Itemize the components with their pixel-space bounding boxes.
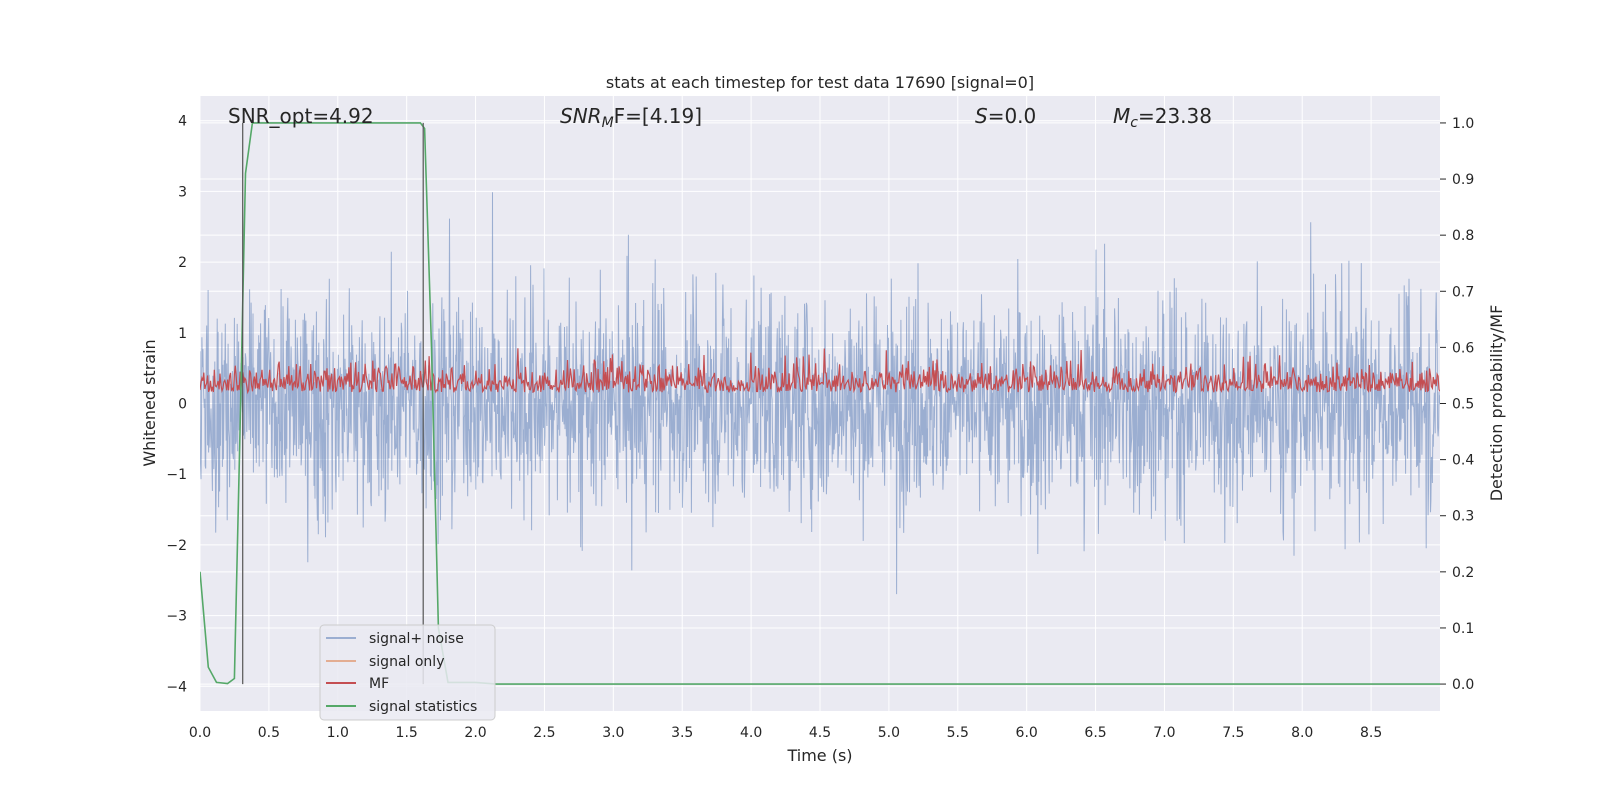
x-tick-label: 1.5 bbox=[396, 725, 418, 741]
legend-label-mf: MF bbox=[369, 676, 389, 692]
annotation-mc-rest: =23.38 bbox=[1138, 104, 1212, 128]
annotation-snr-mf-sub: M bbox=[602, 115, 614, 131]
y2-tick-label: 0.0 bbox=[1452, 677, 1474, 693]
x-tick-label: 7.5 bbox=[1222, 725, 1244, 741]
y2-axis-label: Detection probability/MF bbox=[1487, 305, 1506, 502]
x-tick-label: 4.0 bbox=[740, 725, 762, 741]
annotation-snr-opt: SNR_opt=4.92 bbox=[228, 104, 374, 128]
legend-box bbox=[319, 624, 496, 721]
x-tick-label: 6.5 bbox=[1084, 725, 1106, 741]
x-tick-label: 3.5 bbox=[671, 725, 693, 741]
annotation-snr-mf-main: SNR bbox=[560, 104, 602, 128]
annotation-s: S=0.0 bbox=[975, 104, 1036, 128]
annotation-snr-mf: SNRMF=[4.19] bbox=[560, 104, 702, 131]
x-axis-label: Time (s) bbox=[786, 746, 852, 765]
x-tick-label: 6.0 bbox=[1016, 725, 1038, 741]
annotation-mc-var: M bbox=[1113, 104, 1130, 128]
y2-tick-label: 0.1 bbox=[1452, 621, 1474, 637]
y2-tick-label: 0.2 bbox=[1452, 565, 1474, 581]
x-tick-label: 5.5 bbox=[947, 725, 969, 741]
x-tick-label: 0.5 bbox=[258, 725, 280, 741]
y-tick-label: 0 bbox=[178, 397, 187, 413]
annotation-s-rest: =0.0 bbox=[988, 104, 1037, 128]
y-tick-labels: 4 3 2 1 0 −1 −2 −3 −4 bbox=[166, 114, 187, 696]
y-tick-label: −2 bbox=[166, 538, 187, 554]
chart-title: stats at each timestep for test data 176… bbox=[606, 73, 1034, 92]
x-tick-label: 0.0 bbox=[189, 725, 211, 741]
x-tick-label: 7.0 bbox=[1153, 725, 1175, 741]
legend: signal+ noise signal only MF signal stat… bbox=[319, 624, 496, 721]
series-signal-statistics bbox=[200, 122, 1440, 685]
vertical-markers bbox=[242, 122, 424, 685]
y2-tick-label: 0.3 bbox=[1452, 509, 1474, 525]
y2-tick-label: 0.7 bbox=[1452, 284, 1474, 300]
y2-tick-label: 0.5 bbox=[1452, 397, 1474, 413]
series-signal-noise bbox=[200, 192, 1440, 595]
annotation-mc: Mc=23.38 bbox=[1113, 104, 1212, 131]
y2-tick-labels: 1.0 0.9 0.8 0.7 0.6 0.5 0.4 0.3 0.2 0.1 0.0 bbox=[1440, 116, 1474, 693]
annotation-mc-sub: c bbox=[1130, 115, 1138, 131]
y2-tick-label: 0.9 bbox=[1452, 172, 1474, 188]
y-tick-label: 4 bbox=[178, 114, 187, 130]
y2-tick-label: 1.0 bbox=[1452, 116, 1474, 132]
x-tick-label: 4.5 bbox=[809, 725, 831, 741]
annotation-s-var: S bbox=[975, 104, 988, 128]
y-axis-label: Whitened strain bbox=[140, 339, 159, 466]
legend-label-signal-statistics: signal statistics bbox=[369, 699, 477, 715]
x-tick-label: 8.0 bbox=[1291, 725, 1313, 741]
legend-label-signal-only: signal only bbox=[369, 654, 444, 670]
annotation-snr-mf-rest: F=[4.19] bbox=[614, 104, 702, 128]
y2-tick-label: 0.6 bbox=[1452, 340, 1474, 356]
y-tick-label: −1 bbox=[166, 467, 187, 483]
legend-label-signal-noise: signal+ noise bbox=[369, 631, 464, 647]
x-tick-label: 5.0 bbox=[878, 725, 900, 741]
y2-tick-label: 0.8 bbox=[1452, 228, 1474, 244]
grid bbox=[199, 96, 1440, 711]
series-mf bbox=[200, 348, 1440, 395]
y-tick-label: −3 bbox=[166, 609, 187, 625]
y-tick-label: 2 bbox=[178, 255, 187, 271]
x-tick-label: 2.0 bbox=[464, 725, 486, 741]
x-tick-label: 1.0 bbox=[327, 725, 349, 741]
y-tick-label: 1 bbox=[178, 326, 187, 342]
y2-tick-label: 0.4 bbox=[1452, 453, 1474, 469]
y-tick-label: 3 bbox=[178, 184, 187, 200]
x-tick-labels: 0.0 0.5 1.0 1.5 2.0 2.5 3.0 3.5 4.0 4.5 5.0 5.5 6.0 6… bbox=[189, 725, 1382, 741]
x-tick-label: 3.0 bbox=[602, 725, 624, 741]
y-tick-label: −4 bbox=[166, 679, 187, 695]
plot-area bbox=[200, 122, 1440, 685]
x-tick-label: 2.5 bbox=[533, 725, 555, 741]
x-tick-label: 8.5 bbox=[1360, 725, 1382, 741]
